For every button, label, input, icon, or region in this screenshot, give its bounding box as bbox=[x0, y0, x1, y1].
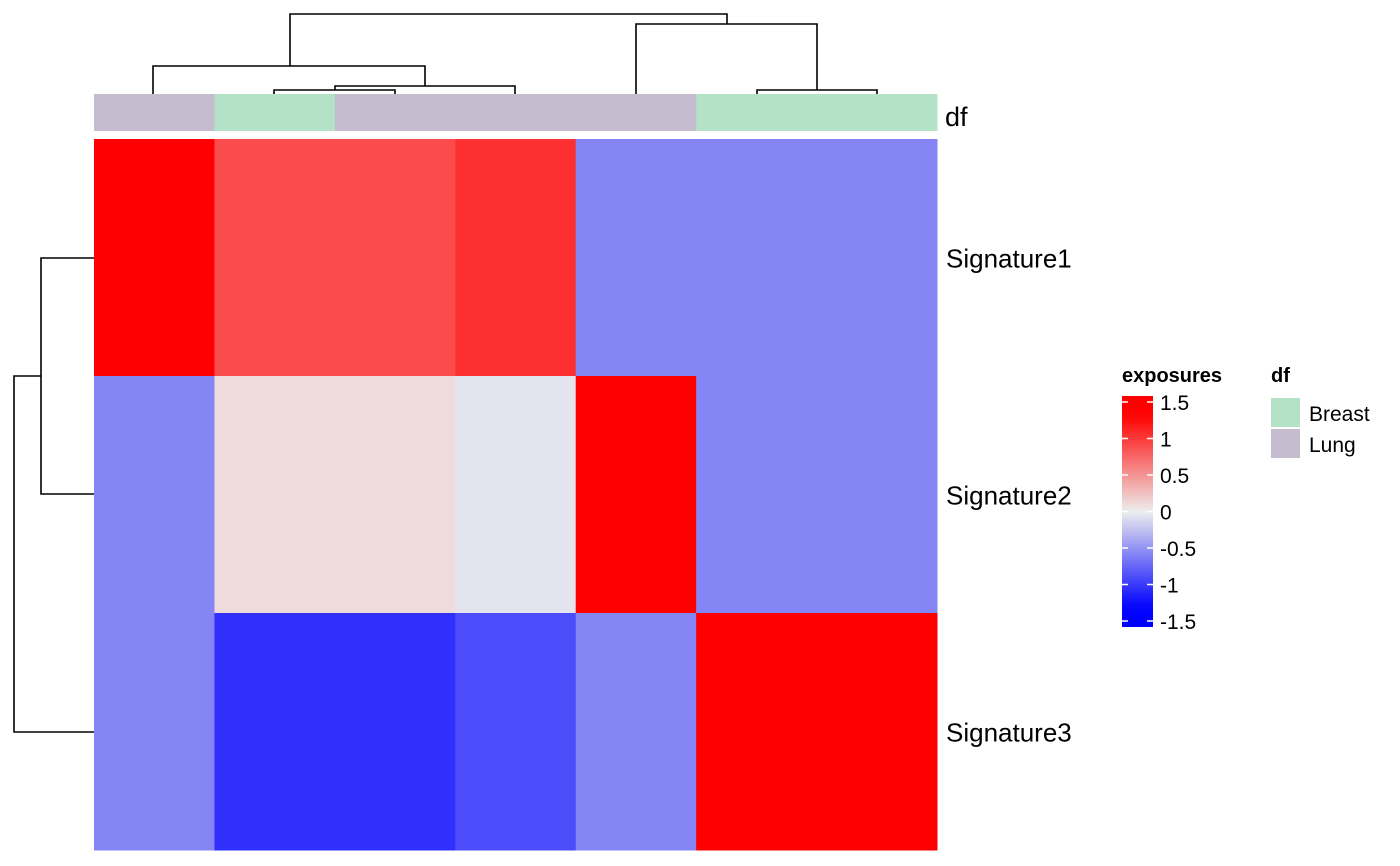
heatmap-cell bbox=[334, 613, 456, 851]
heatmap-cell bbox=[575, 613, 697, 851]
colorbar-tick-label: 1 bbox=[1160, 429, 1172, 452]
row-label: Signature2 bbox=[946, 481, 1072, 511]
dendrograms bbox=[13, 13, 878, 733]
heatmap-cell bbox=[816, 613, 938, 851]
legend-swatch bbox=[1271, 429, 1300, 458]
annotation-cell bbox=[696, 94, 818, 131]
heatmap-cell bbox=[816, 376, 938, 614]
row-dendrogram bbox=[13, 257, 94, 733]
row-label: Signature3 bbox=[946, 718, 1072, 748]
heatmap-cell bbox=[696, 139, 818, 377]
colorbar-tick-label: -0.5 bbox=[1160, 538, 1196, 561]
legend-label: Lung bbox=[1309, 434, 1356, 457]
heatmap-cell bbox=[94, 613, 215, 851]
legend-label: Breast bbox=[1309, 403, 1370, 426]
annotation-cell bbox=[816, 94, 938, 131]
annotation-cell bbox=[455, 94, 577, 131]
annotation-label: df bbox=[945, 102, 968, 132]
colorbar-title: exposures bbox=[1122, 365, 1222, 387]
heatmap-cell bbox=[455, 376, 577, 614]
colorbar-tick-label: 0.5 bbox=[1160, 465, 1189, 488]
heatmap-cell bbox=[214, 376, 336, 614]
legend-title: df bbox=[1271, 365, 1290, 387]
row-label: Signature1 bbox=[946, 244, 1072, 274]
heatmap-cell bbox=[334, 139, 456, 377]
heatmap-cell bbox=[94, 376, 215, 614]
legend-swatch bbox=[1271, 398, 1300, 427]
heatmap-cell bbox=[816, 139, 938, 377]
annotation-cell bbox=[334, 94, 456, 131]
heatmap-cell bbox=[696, 613, 818, 851]
heatmap-cell bbox=[94, 139, 215, 377]
heatmap-cell bbox=[214, 613, 336, 851]
heatmap-cell bbox=[455, 613, 577, 851]
heatmap-cell bbox=[575, 139, 697, 377]
annotation-cell bbox=[575, 94, 697, 131]
colorbar-tick-label: -1 bbox=[1160, 575, 1179, 598]
annotation-cell bbox=[214, 94, 336, 131]
heatmap-cell bbox=[696, 376, 818, 614]
column-dendrogram bbox=[152, 13, 878, 94]
heatmap-cell bbox=[455, 139, 577, 377]
heatmap-cell bbox=[214, 139, 336, 377]
heatmap-cell bbox=[334, 376, 456, 614]
colorbar-tick-label: 0 bbox=[1160, 502, 1172, 525]
annotation-cell bbox=[94, 94, 215, 131]
colorbar-tick-label: -1.5 bbox=[1160, 611, 1196, 634]
heatmap-cell bbox=[575, 376, 697, 614]
colorbar-tick-label: 1.5 bbox=[1160, 392, 1189, 415]
